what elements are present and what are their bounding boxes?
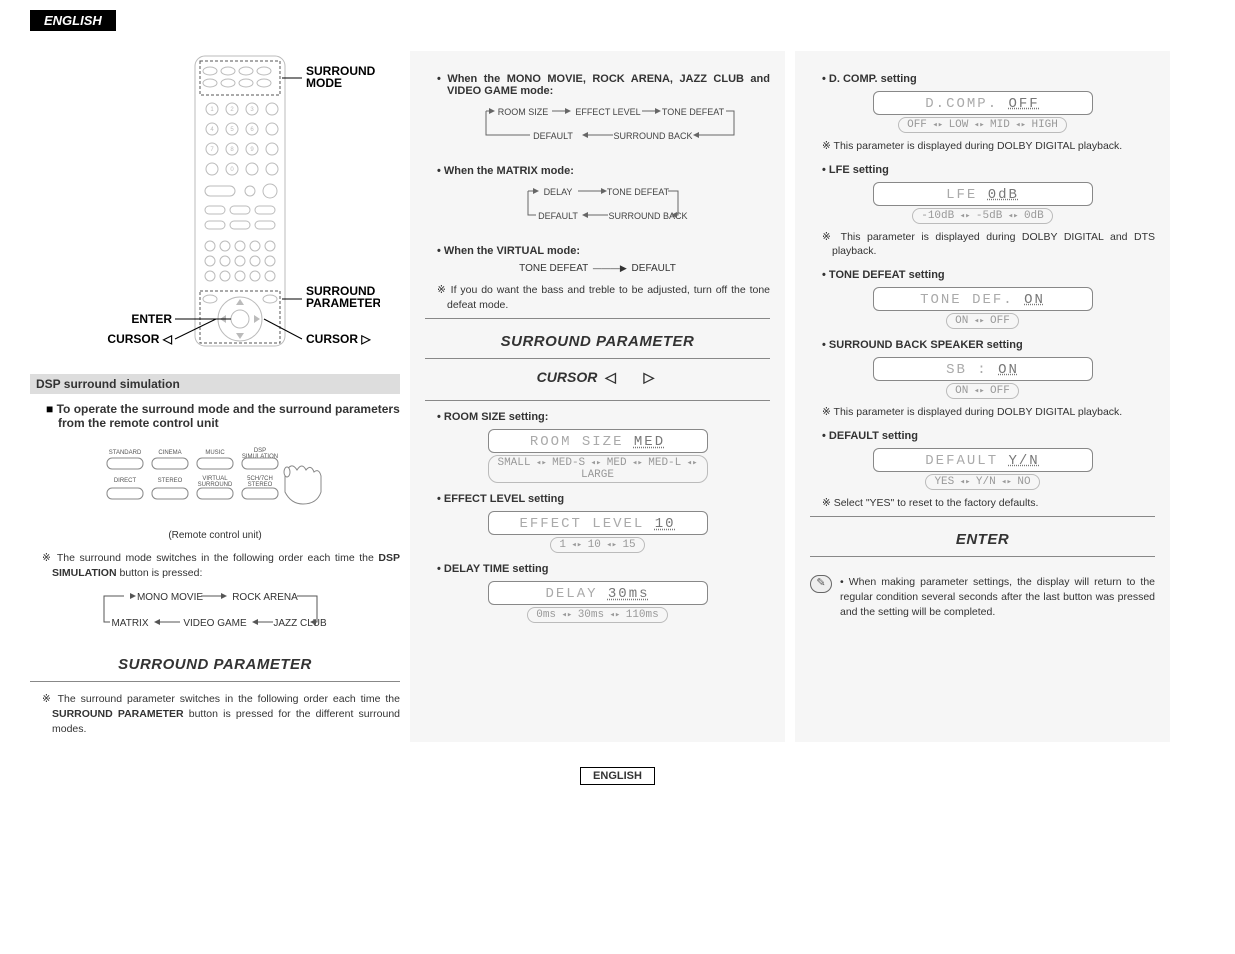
divider (30, 681, 400, 682)
effect-level-title: EFFECT LEVEL setting (425, 493, 770, 505)
tip-box: ✎ • When making parameter settings, the … (810, 575, 1155, 619)
effect-level-lcd: EFFECT LEVEL 10 1 ◂▸ 10 ◂▸ 15 (488, 511, 708, 553)
svg-text:ROOM SIZE: ROOM SIZE (497, 107, 548, 117)
divider (425, 318, 770, 319)
delay-title: DELAY TIME setting (425, 563, 770, 575)
mode-flow: MONO MOVIE ROCK ARENA MATRIX VIDEO GAME … (30, 586, 400, 642)
divider (425, 400, 770, 401)
lfe-title: LFE setting (810, 164, 1155, 176)
svg-text:CURSOR ◁: CURSOR ◁ (107, 332, 172, 346)
column-1: 1 2 3 4 5 6 7 8 9 0 (30, 51, 400, 742)
pencil-icon: ✎ (810, 575, 832, 593)
room-size-title: ROOM SIZE setting: (425, 411, 770, 423)
mode2-title: When the MATRIX mode: (425, 165, 770, 177)
svg-text:STANDARD: STANDARD (109, 450, 142, 456)
svg-text:SURROUNDPARAMETER: SURROUNDPARAMETER (306, 284, 380, 310)
svg-text:SURROUND BACK: SURROUND BACK (608, 211, 687, 221)
svg-text:JAZZ CLUB: JAZZ CLUB (273, 618, 327, 629)
cursor-row: CURSOR ◁ ▷ (425, 369, 770, 386)
svg-text:5CH/7CHSTEREO: 5CH/7CHSTEREO (247, 476, 273, 488)
remote-button-grid: STANDARD CINEMA MUSIC DSPSIMULATION DIRE… (30, 444, 400, 526)
dcomp-title: D. COMP. setting (810, 73, 1155, 85)
room-size-range: SMALL ◂▸ MED-S ◂▸ MED ◂▸ MED-L ◂▸ LARGE (488, 455, 708, 483)
svg-text:EFFECT LEVEL: EFFECT LEVEL (575, 107, 640, 117)
sb-note: This parameter is displayed during DOLBY… (810, 405, 1155, 420)
note-dsp-order: The surround mode switches in the follow… (30, 551, 400, 580)
divider (425, 358, 770, 359)
svg-text:TONE DEFEAT: TONE DEFEAT (606, 187, 669, 197)
svg-text:MONO MOVIE: MONO MOVIE (137, 592, 203, 603)
svg-text:MATRIX: MATRIX (111, 618, 148, 629)
bass-note: If you do want the bass and treble to be… (425, 283, 770, 312)
tone-lcd: TONE DEF. ON ON ◂▸ OFF (873, 287, 1093, 329)
svg-text:DELAY: DELAY (543, 187, 572, 197)
note-param-order: The surround parameter switches in the f… (30, 692, 400, 736)
surround-parameter-heading-1: SURROUND PARAMETER (30, 656, 400, 673)
default-title: DEFAULT setting (810, 430, 1155, 442)
surround-parameter-heading-2: SURROUND PARAMETER (425, 333, 770, 350)
svg-text:MUSIC: MUSIC (205, 450, 225, 456)
default-lcd: DEFAULT Y/N YES ◂▸ Y/N ◂▸ NO (873, 448, 1093, 490)
default-note: Select "YES" to reset to the factory def… (810, 496, 1155, 511)
lfe-lcd: LFE 0dB -10dB ◂▸ -5dB ◂▸ 0dB (873, 182, 1093, 224)
column-3: D. COMP. setting D.COMP. OFF OFF ◂▸ LOW … (795, 51, 1170, 742)
room-size-lcd: ROOM SIZE MED SMALL ◂▸ MED-S ◂▸ MED ◂▸ M… (488, 429, 708, 483)
svg-text:VIDEO GAME: VIDEO GAME (183, 618, 247, 629)
column-2: When the MONO MOVIE, ROCK ARENA, JAZZ CL… (410, 51, 785, 742)
remote-diagram: 1 2 3 4 5 6 7 8 9 0 (30, 51, 400, 354)
enter-heading: ENTER (810, 531, 1155, 548)
tone-title: TONE DEFEAT setting (810, 269, 1155, 281)
svg-text:ENTER: ENTER (131, 312, 172, 326)
dcomp-note: This parameter is displayed during DOLBY… (810, 139, 1155, 154)
language-tab: ENGLISH (30, 10, 116, 31)
sb-lcd: SB : ON ON ◂▸ OFF (873, 357, 1093, 399)
svg-text:STEREO: STEREO (158, 478, 183, 484)
sb-title: SURROUND BACK SPEAKER setting (810, 339, 1155, 351)
operate-heading: To operate the surround mode and the sur… (30, 402, 400, 430)
mode3-flow: TONE DEFEAT ———▶ DEFAULT (425, 261, 770, 277)
svg-text:SURROUND BACK: SURROUND BACK (613, 131, 692, 141)
section-bar-dsp: DSP surround simulation (30, 374, 400, 394)
svg-text:CURSOR ▷: CURSOR ▷ (306, 332, 371, 346)
mode2-flow: DELAY TONE DEFEAT DEFAULT SURROUND BACK (425, 181, 770, 235)
svg-text:DIRECT: DIRECT (114, 478, 137, 484)
footer-language: ENGLISH (30, 770, 1205, 782)
svg-text:DEFAULT: DEFAULT (538, 211, 578, 221)
svg-text:ROCK ARENA: ROCK ARENA (232, 592, 298, 603)
mode1-title: When the MONO MOVIE, ROCK ARENA, JAZZ CL… (425, 73, 770, 97)
svg-text:TONE DEFEAT: TONE DEFEAT (661, 107, 724, 117)
mode1-flow: ROOM SIZE EFFECT LEVEL TONE DEFEAT DEFAULT… (425, 101, 770, 155)
divider (810, 516, 1155, 517)
label-surround-mode: SURROUNDMODE (306, 64, 376, 90)
lfe-note: This parameter is displayed during DOLBY… (810, 230, 1155, 259)
remote-caption: (Remote control unit) (30, 530, 400, 541)
divider (810, 556, 1155, 557)
delay-lcd: DELAY 30ms 0ms ◂▸ 30ms ◂▸ 110ms (488, 581, 708, 623)
tip-text: When making parameter settings, the disp… (840, 576, 1155, 617)
dcomp-lcd: D.COMP. OFF OFF ◂▸ LOW ◂▸ MID ◂▸ HIGH (873, 91, 1093, 133)
svg-text:DEFAULT: DEFAULT (533, 131, 573, 141)
svg-text:VIRTUALSURROUND: VIRTUALSURROUND (198, 476, 233, 488)
mode3-title: When the VIRTUAL mode: (425, 245, 770, 257)
svg-text:CINEMA: CINEMA (158, 450, 181, 456)
